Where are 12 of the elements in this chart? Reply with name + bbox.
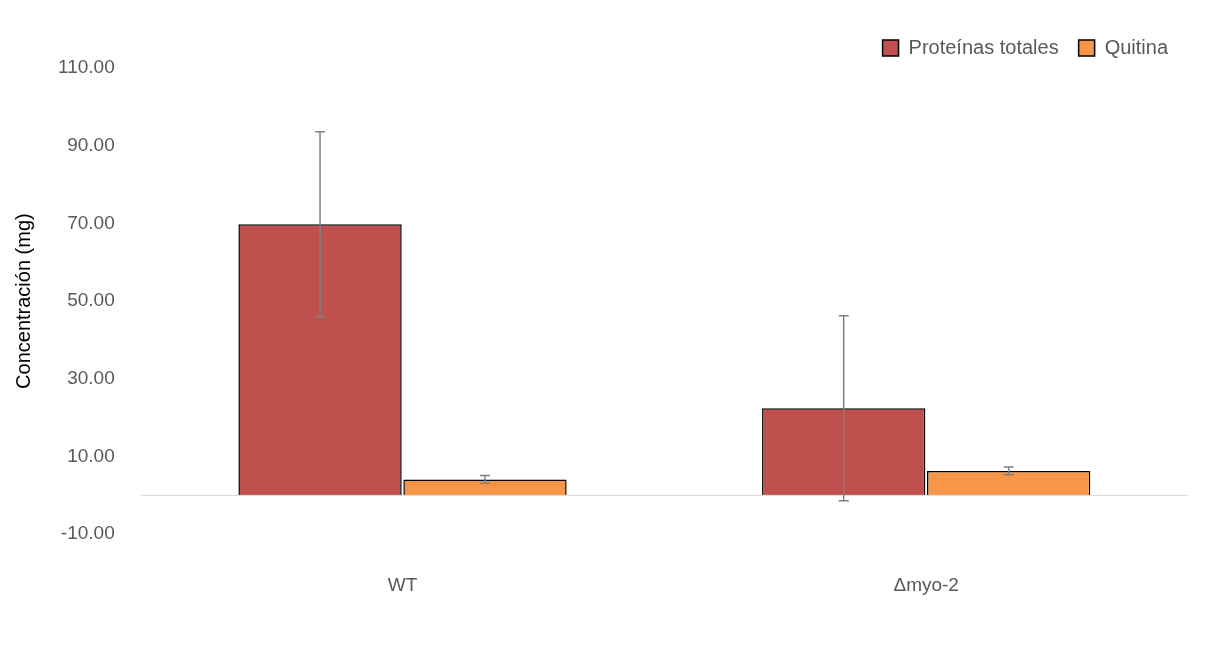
legend-label: Proteínas totales: [908, 35, 1059, 58]
y-tick-label: 30.00: [67, 367, 115, 389]
y-tick-label: 90.00: [67, 133, 115, 155]
y-tick-label: 110.00: [58, 56, 115, 78]
x-tick-label: WT: [387, 573, 418, 595]
y-tick-label: -10.00: [60, 522, 115, 544]
y-tick-label: 10.00: [67, 444, 115, 466]
y-tick-label: 50.00: [67, 289, 115, 311]
y-tick-label: 70.00: [67, 211, 115, 233]
y-axis-title: Concentración (mg): [11, 213, 34, 389]
x-tick-label: Δmyo-2: [893, 573, 959, 595]
legend-label: Quitina: [1104, 35, 1169, 58]
